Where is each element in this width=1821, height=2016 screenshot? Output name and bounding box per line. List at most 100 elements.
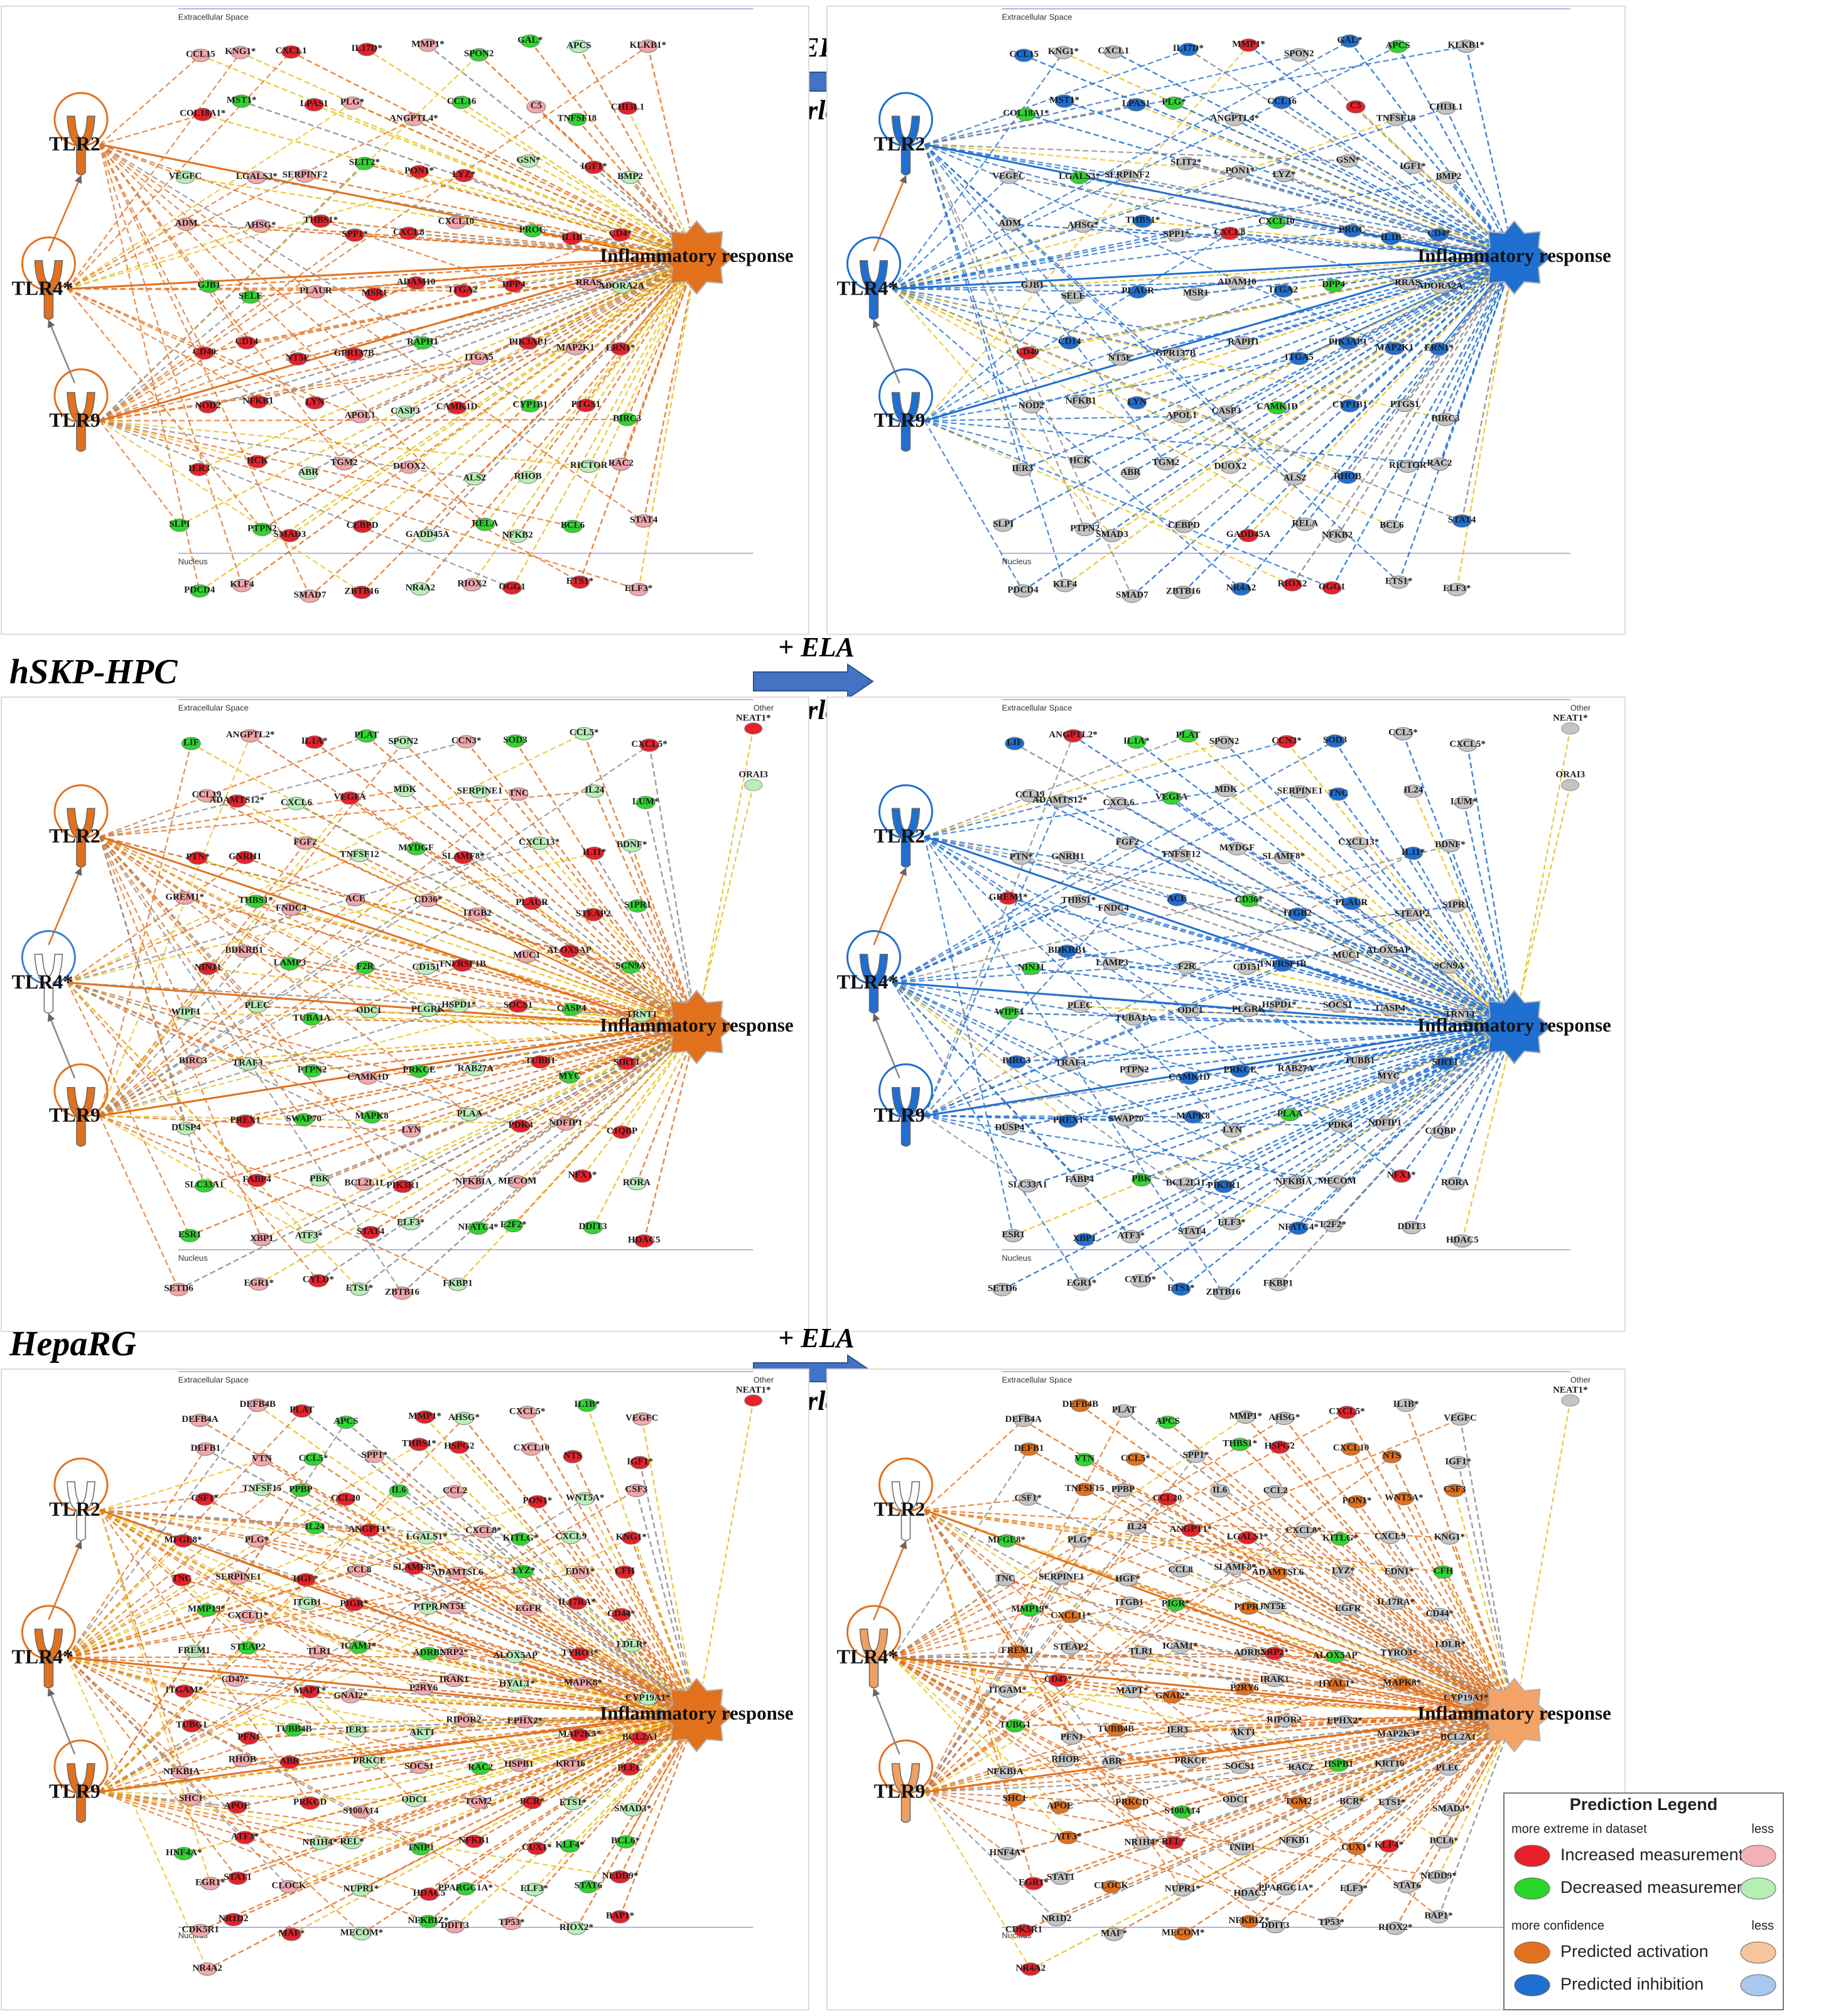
edge — [1191, 1026, 1515, 1233]
gene-label: TUBG1 — [1000, 1720, 1031, 1730]
gene-node — [620, 1762, 640, 1776]
gene-node — [417, 1531, 437, 1544]
gene-node — [583, 908, 603, 921]
gene-label: VEGFC — [625, 1413, 659, 1423]
gene-node — [1321, 1916, 1341, 1930]
edge — [67, 1498, 347, 1658]
edge — [892, 1657, 1276, 1927]
gene-label: MAPK8* — [564, 1677, 602, 1688]
gene-node — [1132, 1836, 1152, 1850]
edge — [581, 1026, 698, 1177]
gene-node — [1349, 1055, 1370, 1069]
gene-label: MECOM — [1318, 1176, 1356, 1186]
gene-node — [454, 168, 474, 182]
gene-label: DEFB1 — [191, 1443, 221, 1453]
edge — [892, 1418, 1461, 1659]
gene-label: GPR137B — [1155, 348, 1196, 358]
gene-label: CD4* — [1427, 229, 1451, 239]
gene-node — [504, 279, 524, 293]
gene-node — [1286, 1063, 1306, 1076]
gene-node — [229, 1571, 249, 1585]
gene-node — [1457, 739, 1478, 752]
gene-node — [1389, 575, 1409, 589]
gene-node — [1439, 1531, 1459, 1545]
edge — [1014, 1714, 1515, 1801]
gene-label: ALS2 — [463, 473, 486, 483]
gene-node — [1011, 851, 1031, 865]
gene-node — [1073, 219, 1093, 233]
gene-node — [1394, 1492, 1414, 1505]
gene-node — [584, 160, 604, 174]
gene-node — [181, 1719, 202, 1733]
edge — [1180, 1569, 1515, 1716]
legend-heading: more extreme in dataset — [1511, 1822, 1647, 1836]
edge — [370, 1026, 698, 1233]
gene-label: SELE — [1061, 291, 1085, 301]
edge — [536, 106, 698, 258]
gene-node — [460, 1108, 480, 1122]
edge — [67, 225, 261, 290]
gene-node — [1177, 960, 1197, 974]
gene-node — [1062, 1731, 1082, 1745]
gene-node — [1167, 228, 1187, 242]
gene-label: SOCS1 — [504, 1000, 533, 1010]
edge — [1444, 257, 1515, 420]
receptor-glyph — [891, 116, 921, 176]
edge — [1397, 46, 1515, 258]
gene-node — [639, 739, 659, 752]
edge — [233, 1714, 697, 1921]
gene-label: S100A14 — [1165, 1806, 1201, 1816]
edge — [621, 256, 697, 288]
gene-node — [445, 1920, 465, 1934]
gene-node — [612, 280, 632, 294]
edge — [924, 1456, 1393, 1793]
edge — [67, 1657, 362, 1934]
gene-label: HSPG2 — [1265, 1441, 1295, 1451]
gene-label: GNRH1 — [1051, 852, 1084, 862]
edge — [288, 1714, 697, 1888]
edge — [1336, 1026, 1515, 1183]
edge — [1348, 1608, 1515, 1716]
gene-label: BCL6 — [561, 521, 585, 531]
gene-node — [505, 734, 526, 748]
edge — [207, 1714, 697, 1970]
gene-label: REL* — [1162, 1836, 1186, 1846]
gene-label: ADM — [175, 218, 198, 228]
target-node — [659, 1677, 734, 1753]
edge — [571, 257, 698, 527]
gene-label: PON1* — [1343, 1496, 1372, 1506]
gene-node — [1000, 217, 1020, 231]
edge — [1449, 1537, 1515, 1716]
edge — [892, 842, 1128, 984]
gene-node — [1122, 1796, 1142, 1810]
gene-label: RAC2 — [1288, 1762, 1313, 1772]
edge — [924, 1115, 1334, 1227]
gene-label: FREM1 — [1002, 1645, 1034, 1656]
gene-node — [1157, 1492, 1177, 1506]
gene-label: ANGPTL2* — [1049, 730, 1098, 740]
gene-label: TNFSF15 — [1065, 1483, 1105, 1493]
gene-node — [1273, 850, 1294, 864]
gene-node — [1238, 38, 1258, 52]
gene-label: CSF1* — [1015, 1493, 1042, 1503]
edge — [924, 1729, 1116, 1793]
gene-node — [392, 1286, 412, 1300]
gene-node — [176, 1122, 196, 1135]
receptor-glyph — [891, 1087, 921, 1147]
gene-node — [227, 794, 247, 808]
gene-node — [419, 1887, 439, 1901]
edge — [99, 114, 203, 146]
gene-label: BAP1* — [1425, 1910, 1453, 1921]
gene-label: TNC — [1328, 788, 1348, 798]
gene-node — [1102, 1755, 1122, 1769]
gene-label: RORA — [1441, 1178, 1469, 1188]
gene-node — [556, 1117, 576, 1131]
gene-label: CASP4 — [557, 1004, 586, 1014]
edge — [526, 1412, 698, 1716]
gene-label: NFATC4* — [1278, 1222, 1318, 1232]
edge — [1337, 1005, 1515, 1028]
gene-node — [1239, 894, 1259, 908]
gene-node — [1000, 1006, 1020, 1020]
gene-label: NRP2* — [1260, 1647, 1289, 1657]
gene-node — [1058, 1114, 1078, 1128]
